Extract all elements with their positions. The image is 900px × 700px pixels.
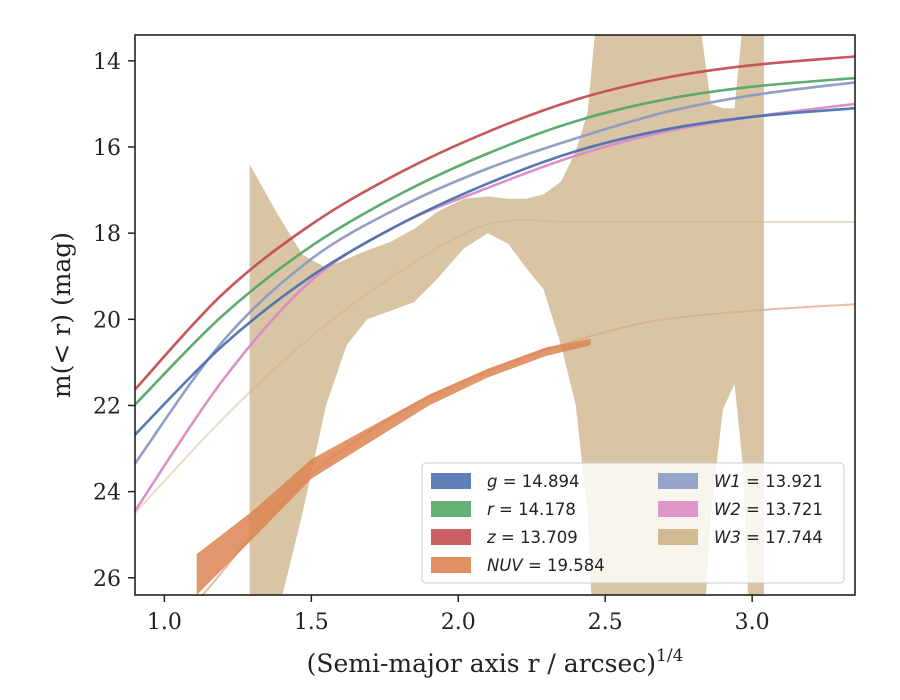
legend-label: r = 14.178	[487, 500, 576, 519]
plot-frame	[134, 34, 856, 596]
legend-swatch	[431, 529, 471, 545]
legend-label: W1 = 13.921	[714, 472, 823, 491]
y-tick-label: 14	[93, 50, 121, 75]
legend-swatch	[658, 501, 698, 517]
y-tick-label: 24	[93, 481, 121, 506]
y-tick-label: 22	[93, 394, 121, 419]
plot-area	[135, 35, 855, 595]
x-tick-label: 1.0	[147, 610, 182, 635]
legend-label: W2 = 13.721	[714, 500, 823, 519]
legend-swatch	[658, 529, 698, 545]
x-tick-label: 1.5	[294, 610, 329, 635]
legend-label: z = 13.709	[486, 528, 578, 547]
series-g-line	[135, 106, 855, 437]
legend-swatch	[658, 473, 698, 489]
y-tick-label: 20	[93, 308, 121, 333]
legend-swatch	[431, 501, 471, 517]
y-tick-label: 26	[93, 567, 121, 592]
legend-label: NUV = 19.584	[487, 556, 605, 575]
legend: g = 14.894 r = 14.178 z = 13.709 NUV = 19.5…	[421, 462, 845, 584]
series-r-line	[135, 76, 855, 406]
x-tick-label: 3.0	[735, 610, 770, 635]
legend-label: W3 = 17.744	[714, 528, 823, 547]
legend-label: g = 14.894	[487, 472, 580, 491]
y-tick-label: 16	[93, 136, 121, 161]
x-tick-label: 2.0	[441, 610, 476, 635]
series-w1-line	[135, 81, 855, 465]
x-axis-title: (Semi-major axis r / arcsec)1/4	[307, 646, 684, 678]
legend-swatch	[431, 557, 471, 573]
x-tick-label: 2.5	[588, 610, 623, 635]
axis-ticks: 1.0 1.5 2.0 2.5 3.0 14 16 18 20 22 24 26	[93, 50, 770, 635]
series-z-line	[135, 55, 855, 391]
series-w3-band	[249, 35, 764, 595]
y-axis-title: m(< r) (mag)	[47, 232, 76, 398]
legend-box	[421, 462, 845, 584]
legend-swatch	[431, 473, 471, 489]
y-tick-label: 18	[93, 222, 121, 247]
